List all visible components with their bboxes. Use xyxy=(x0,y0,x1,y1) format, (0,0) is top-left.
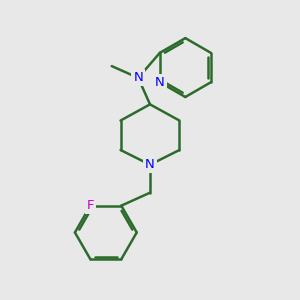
Text: F: F xyxy=(87,199,94,212)
Text: N: N xyxy=(155,76,165,89)
Text: N: N xyxy=(133,71,143,84)
Text: N: N xyxy=(145,158,155,171)
